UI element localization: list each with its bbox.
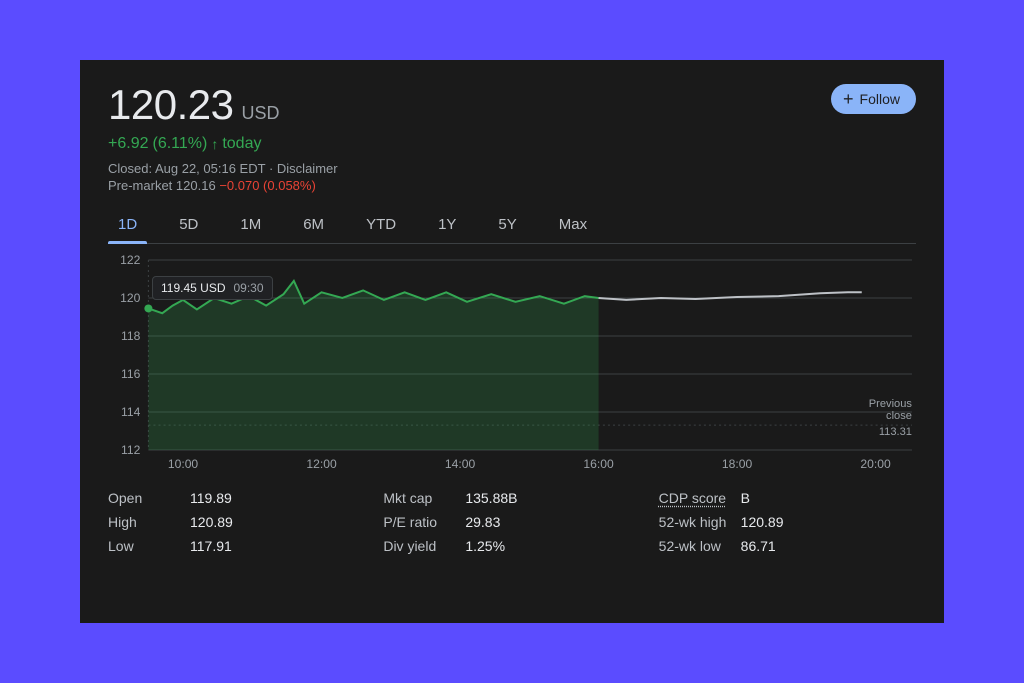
follow-button[interactable]: + Follow xyxy=(831,84,916,114)
svg-text:113.31: 113.31 xyxy=(879,426,912,438)
tooltip-time: 09:30 xyxy=(233,281,263,295)
stat-cdp-score: CDP score B xyxy=(659,490,916,506)
svg-text:114: 114 xyxy=(121,405,141,419)
stat-value: 86.71 xyxy=(741,538,776,554)
plus-icon: + xyxy=(843,92,854,106)
stat-value: 1.25% xyxy=(465,538,505,554)
status-row: Closed: Aug 22, 05:16 EDT · Disclaimer xyxy=(108,162,338,175)
tab-5d[interactable]: 5D xyxy=(169,210,208,243)
premarket-label: Pre-market xyxy=(108,178,172,193)
stat-label: High xyxy=(108,514,180,530)
stats-grid: Open 119.89 Mkt cap 135.88B CDP score B High 12… xyxy=(108,490,916,554)
stat-52-wk-low: 52-wk low 86.71 xyxy=(659,538,916,554)
header-row: 120.23 USD +6.92 (6.11%) ↑ today Closed:… xyxy=(108,84,916,192)
separator: · xyxy=(269,161,273,176)
tooltip-value: 119.45 USD xyxy=(161,281,225,295)
stat-label: 52-wk low xyxy=(659,538,731,554)
stock-card: 120.23 USD +6.92 (6.11%) ↑ today Closed:… xyxy=(80,60,944,623)
svg-text:10:00: 10:00 xyxy=(168,457,199,471)
price-value: 120.23 xyxy=(108,84,233,126)
premarket-value: 120.16 xyxy=(176,178,216,193)
chart-area[interactable]: 112 114 116 118 120 122 Previousclose 113.31 10:… xyxy=(108,250,916,480)
stat-label: Div yield xyxy=(383,538,455,554)
price-currency: USD xyxy=(241,104,279,122)
tab-6m[interactable]: 6M xyxy=(293,210,334,243)
tab-1m[interactable]: 1M xyxy=(230,210,271,243)
svg-text:16:00: 16:00 xyxy=(583,457,614,471)
svg-text:116: 116 xyxy=(121,367,141,381)
stat-label: Open xyxy=(108,490,180,506)
premarket-change: −0.070 (0.058%) xyxy=(219,178,315,193)
svg-text:Previous: Previous xyxy=(869,398,913,410)
change-pct: (6.11%) xyxy=(152,136,207,152)
arrow-up-icon: ↑ xyxy=(211,137,218,151)
change-abs: +6.92 xyxy=(108,136,148,152)
svg-text:18:00: 18:00 xyxy=(722,457,753,471)
stat-label: Low xyxy=(108,538,180,554)
stat-high: High 120.89 xyxy=(108,514,365,530)
stat-value: 117.91 xyxy=(190,538,232,554)
tab-5y[interactable]: 5Y xyxy=(488,210,526,243)
svg-text:112: 112 xyxy=(121,443,141,457)
stat-value: 29.83 xyxy=(465,514,500,530)
stat-open: Open 119.89 xyxy=(108,490,365,506)
stat-52-wk-high: 52-wk high 120.89 xyxy=(659,514,916,530)
premarket-row: Pre-market 120.16 −0.070 (0.058%) xyxy=(108,179,338,192)
change-period: today xyxy=(222,136,261,152)
time-range-tabs: 1D 5D 1M 6M YTD 1Y 5Y Max xyxy=(108,210,916,244)
stat-value: B xyxy=(741,490,750,506)
svg-text:12:00: 12:00 xyxy=(306,457,337,471)
price-block: 120.23 USD +6.92 (6.11%) ↑ today Closed:… xyxy=(108,84,338,192)
stat-low: Low 117.91 xyxy=(108,538,365,554)
svg-text:20:00: 20:00 xyxy=(860,457,891,471)
svg-text:14:00: 14:00 xyxy=(445,457,476,471)
disclaimer-link[interactable]: Disclaimer xyxy=(277,161,338,176)
closed-text: Closed: Aug 22, 05:16 EDT xyxy=(108,161,265,176)
price-main: 120.23 USD xyxy=(108,84,338,126)
stat-label: 52-wk high xyxy=(659,514,731,530)
stat-value: 120.89 xyxy=(741,514,784,530)
svg-text:close: close xyxy=(886,410,912,422)
stat-label: CDP score xyxy=(659,490,731,506)
tab-max[interactable]: Max xyxy=(549,210,597,243)
stat-value: 119.89 xyxy=(190,490,232,506)
svg-text:120: 120 xyxy=(120,291,141,305)
svg-text:118: 118 xyxy=(121,329,141,343)
tab-1d[interactable]: 1D xyxy=(108,210,147,243)
stat-mkt-cap: Mkt cap 135.88B xyxy=(383,490,640,506)
tab-ytd[interactable]: YTD xyxy=(356,210,406,243)
tab-1y[interactable]: 1Y xyxy=(428,210,466,243)
stat-label: P/E ratio xyxy=(383,514,455,530)
svg-text:122: 122 xyxy=(120,253,141,267)
stat-div-yield: Div yield 1.25% xyxy=(383,538,640,554)
stat-value: 120.89 xyxy=(190,514,233,530)
price-change-row: +6.92 (6.11%) ↑ today xyxy=(108,136,338,152)
stat-value: 135.88B xyxy=(465,490,517,506)
chart-tooltip: 119.45 USD 09:30 xyxy=(152,276,273,300)
stat-label: Mkt cap xyxy=(383,490,455,506)
follow-label: Follow xyxy=(860,91,900,107)
stat-p-e-ratio: P/E ratio 29.83 xyxy=(383,514,640,530)
